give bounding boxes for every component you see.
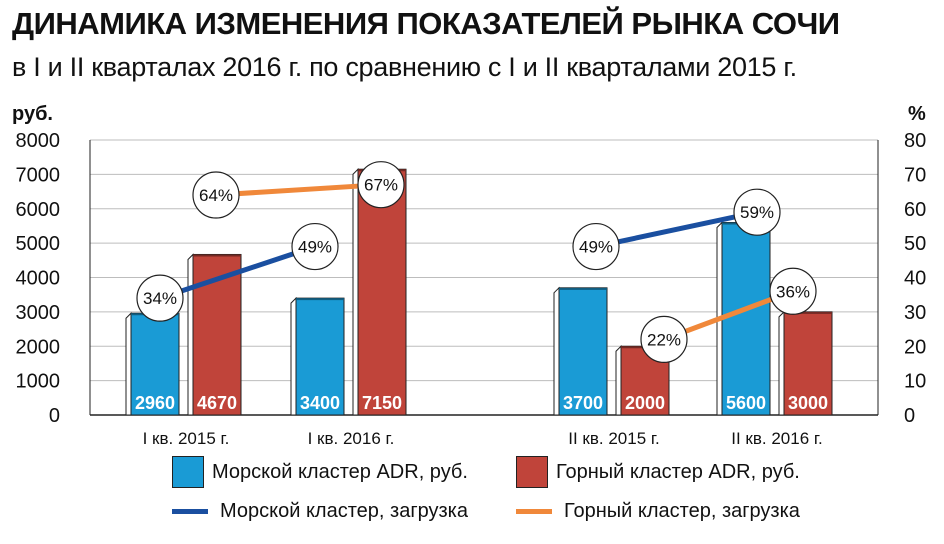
- line-value-label: 36%: [776, 282, 810, 301]
- line-value-label: 64%: [199, 186, 233, 205]
- y-tick-label-right: 0: [904, 405, 915, 427]
- bar-value-label: 3700: [563, 393, 603, 413]
- bar-side: [187, 253, 194, 416]
- y-axis-label: руб.: [12, 103, 53, 125]
- y-tick-label: 7000: [16, 164, 61, 186]
- series-line: [159, 244, 316, 301]
- line-value-label: 49%: [579, 238, 613, 257]
- line-value-label: 59%: [740, 203, 774, 222]
- bar-side: [352, 168, 359, 416]
- bar-value-label: 3400: [300, 393, 340, 413]
- bar-value-label: 3000: [788, 393, 828, 413]
- y-tick-label-right: 30: [904, 302, 926, 324]
- line-marker: [640, 315, 688, 363]
- y-tick-label: 2000: [16, 336, 61, 358]
- y-tick-label-right: 70: [904, 164, 926, 186]
- bar: [558, 287, 608, 416]
- x-tick-label: I кв. 2015 г.: [143, 429, 230, 448]
- bar-value-label: 5600: [726, 393, 766, 413]
- y-tick-label: 3000: [16, 302, 61, 324]
- line-marker: [733, 188, 781, 236]
- series-line: [595, 209, 758, 250]
- bar-value-label: 2000: [625, 393, 665, 413]
- x-tick-label: I кв. 2016 г.: [308, 429, 395, 448]
- bar-value-label: 4670: [197, 393, 237, 413]
- line-marker: [357, 161, 405, 209]
- y-tick-label-right: 10: [904, 371, 926, 393]
- bar-side: [615, 345, 622, 416]
- bar-side: [778, 310, 785, 416]
- x-tick-label: II кв. 2016 г.: [731, 429, 822, 448]
- bar: [783, 311, 833, 416]
- series-line: [215, 182, 382, 198]
- y-tick-label: 8000: [16, 130, 61, 152]
- chart-subtitle: в I и II кварталах 2016 г. по сравнению …: [12, 52, 797, 82]
- line-marker: [572, 222, 620, 271]
- line-marker: [769, 267, 817, 315]
- y-tick-label-right: 40: [904, 268, 926, 290]
- y-tick-label: 6000: [16, 199, 61, 221]
- bar-side: [125, 312, 132, 416]
- line-value-label: 22%: [647, 330, 681, 349]
- line-marker: [291, 222, 339, 271]
- line-marker: [192, 171, 240, 219]
- line-value-label: 49%: [298, 238, 332, 257]
- y-tick-label: 4000: [16, 268, 61, 290]
- chart-title: ДИНАМИКА ИЗМЕНЕНИЯ ПОКАЗАТЕЛЕЙ РЫНКА СОЧ…: [12, 6, 840, 41]
- y-tick-label: 0: [49, 405, 60, 427]
- line-value-label: 34%: [143, 289, 177, 308]
- bar-value-label: 7150: [362, 393, 402, 413]
- x-tick-label: II кв. 2015 г.: [568, 429, 659, 448]
- y-tick-label-right: 20: [904, 336, 926, 358]
- y-tick-label-right: 50: [904, 233, 926, 255]
- y-tick-label-right: 80: [904, 130, 926, 152]
- bar-side: [290, 296, 297, 416]
- y-tick-label: 5000: [16, 233, 61, 255]
- y-axis-label-right: %: [908, 103, 926, 125]
- bar-value-label: 2960: [135, 393, 175, 413]
- bar-side: [553, 286, 560, 416]
- line-value-label: 67%: [364, 176, 398, 195]
- bar: [295, 297, 345, 416]
- line-marker: [136, 274, 184, 322]
- y-tick-label-right: 60: [904, 199, 926, 221]
- y-tick-label: 1000: [16, 371, 61, 393]
- bar: [721, 222, 771, 416]
